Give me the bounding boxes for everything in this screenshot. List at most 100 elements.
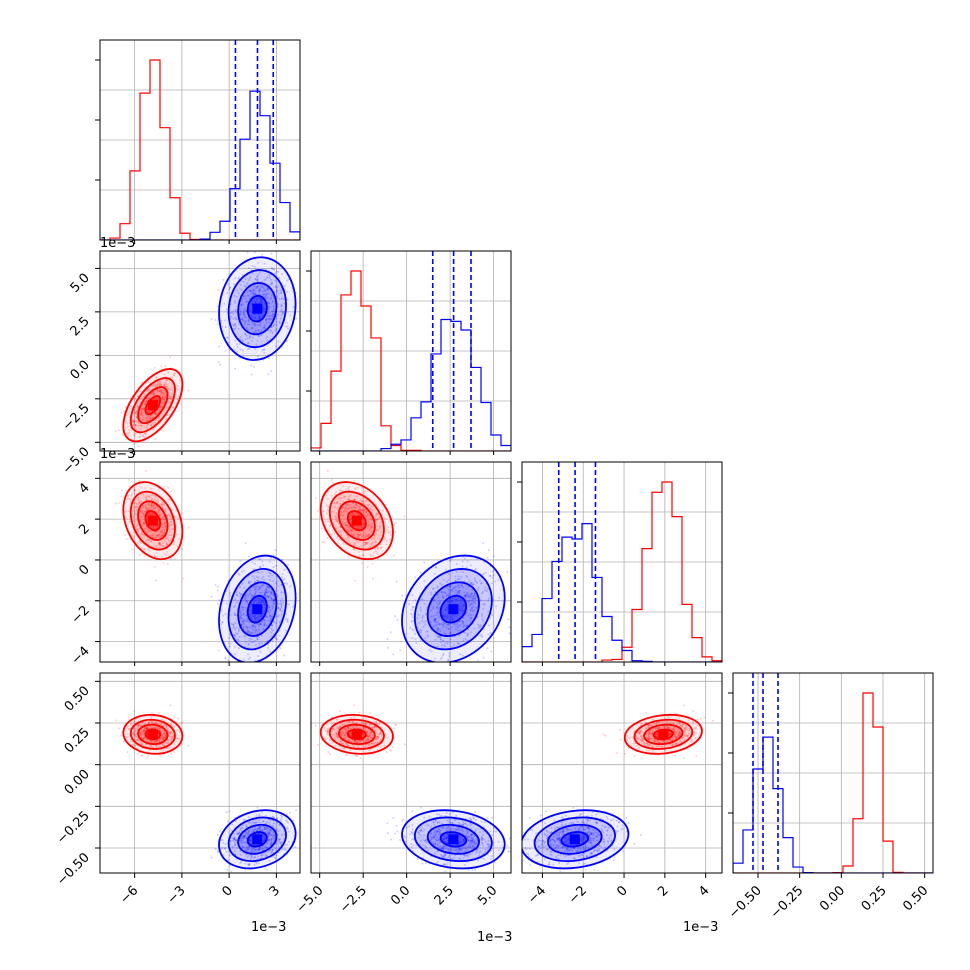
sample-point bbox=[150, 712, 153, 715]
sample-point bbox=[256, 324, 259, 327]
sample-point bbox=[145, 508, 148, 511]
sample-point bbox=[283, 285, 286, 288]
sample-point bbox=[132, 733, 135, 736]
sample-point bbox=[364, 542, 367, 545]
sample-point bbox=[374, 518, 377, 521]
sample-point bbox=[137, 739, 140, 742]
sample-point bbox=[146, 538, 149, 541]
sample-point bbox=[247, 642, 250, 645]
sample-point bbox=[285, 613, 288, 616]
sample-point bbox=[150, 506, 153, 509]
sample-point bbox=[354, 579, 357, 582]
sample-point bbox=[464, 594, 467, 597]
sample-point bbox=[435, 566, 438, 569]
sample-point bbox=[162, 738, 165, 741]
sample-point bbox=[266, 340, 269, 343]
sample-point bbox=[242, 295, 245, 298]
sample-point bbox=[279, 607, 282, 610]
sample-point bbox=[447, 627, 450, 630]
sample-point bbox=[154, 413, 157, 416]
sample-point bbox=[162, 531, 165, 534]
sample-point bbox=[177, 517, 180, 520]
sample-point bbox=[281, 573, 284, 576]
sample-point bbox=[139, 398, 142, 401]
sample-point bbox=[169, 397, 172, 400]
sample-point bbox=[446, 615, 449, 618]
sample-point bbox=[234, 635, 237, 638]
sample-point bbox=[246, 833, 249, 836]
sample-point bbox=[147, 547, 150, 550]
sample-point bbox=[466, 634, 469, 637]
sample-point bbox=[257, 313, 260, 316]
sample-point bbox=[321, 510, 324, 513]
sample-point bbox=[156, 383, 159, 386]
sample-point bbox=[253, 600, 256, 603]
sample-point bbox=[486, 587, 489, 590]
sample-point bbox=[169, 515, 172, 518]
sample-point bbox=[466, 560, 469, 563]
sample-point bbox=[187, 389, 190, 392]
sample-point bbox=[346, 503, 349, 506]
sample-point bbox=[165, 379, 168, 382]
sample-point bbox=[146, 509, 149, 512]
sample-point bbox=[142, 548, 145, 551]
panel-frame bbox=[310, 461, 512, 663]
sample-point bbox=[136, 542, 139, 545]
sample-point bbox=[377, 534, 380, 537]
sample-point bbox=[271, 848, 274, 851]
sample-point bbox=[255, 293, 258, 296]
sample-point bbox=[251, 820, 254, 823]
sample-point bbox=[366, 541, 369, 544]
sample-point bbox=[277, 840, 280, 843]
sample-point bbox=[462, 570, 465, 573]
sample-point bbox=[266, 842, 269, 845]
sample-point bbox=[216, 849, 219, 852]
sample-point bbox=[254, 599, 257, 602]
sample-point bbox=[161, 392, 164, 395]
sample-point bbox=[345, 523, 348, 526]
sample-point bbox=[141, 408, 144, 411]
sample-point bbox=[419, 629, 422, 632]
sample-point bbox=[267, 308, 270, 311]
sample-point bbox=[225, 811, 228, 814]
sample-point bbox=[264, 295, 267, 298]
sample-point bbox=[286, 827, 289, 830]
sample-point bbox=[216, 603, 219, 606]
sample-point bbox=[247, 847, 250, 850]
sample-point bbox=[157, 738, 160, 741]
sample-point bbox=[218, 830, 221, 833]
sample-point bbox=[256, 602, 259, 605]
sample-point bbox=[480, 599, 483, 602]
sample-point bbox=[262, 293, 265, 296]
sample-point bbox=[470, 617, 473, 620]
sample-point bbox=[401, 594, 404, 597]
sample-point bbox=[152, 504, 155, 507]
sample-point bbox=[214, 319, 217, 322]
sample-point bbox=[153, 392, 156, 395]
sample-point bbox=[487, 597, 490, 600]
sample-point bbox=[161, 395, 164, 398]
sample-point bbox=[277, 829, 280, 832]
sample-point bbox=[142, 736, 145, 739]
sample-point bbox=[134, 423, 137, 426]
sample-point bbox=[464, 638, 467, 641]
sample-point bbox=[131, 548, 134, 551]
sample-point bbox=[275, 289, 278, 292]
sample-point bbox=[331, 481, 334, 484]
sample-point bbox=[436, 585, 439, 588]
sample-point bbox=[165, 383, 168, 386]
sample-point bbox=[287, 563, 290, 566]
sample-point bbox=[159, 381, 162, 384]
sample-point bbox=[515, 613, 517, 615]
sample-point bbox=[442, 591, 445, 594]
sample-point bbox=[145, 507, 148, 510]
sample-point bbox=[146, 419, 149, 422]
sample-point bbox=[161, 743, 164, 746]
sample-point bbox=[152, 393, 155, 396]
sample-point bbox=[436, 611, 439, 614]
sample-point bbox=[254, 297, 257, 300]
sample-point bbox=[269, 317, 272, 320]
sample-point bbox=[255, 343, 258, 346]
sample-point bbox=[243, 333, 246, 336]
sample-point bbox=[277, 606, 280, 609]
